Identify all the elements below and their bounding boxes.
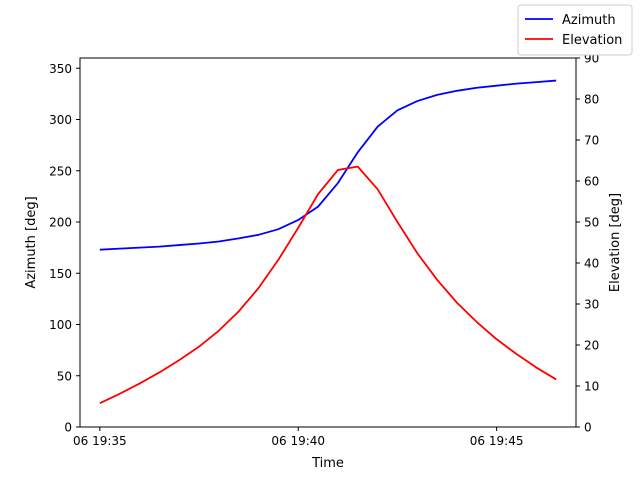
- y-right-tick-label: 0: [584, 421, 592, 435]
- legend-label-azimuth: Azimuth: [562, 13, 616, 28]
- legend: Azimuth Elevation: [517, 4, 633, 56]
- series-line-azimuth: [99, 79, 557, 251]
- x-tick-label: 06 19:35: [73, 434, 127, 448]
- y-left-tick-label: 0: [64, 421, 72, 435]
- y-axis-left: 0 50 100 150 200 250 300 350: [49, 62, 80, 435]
- y-left-tick-label: 50: [57, 369, 72, 383]
- plot-frame: [79, 57, 577, 428]
- y-right-tick-label: 70: [584, 134, 599, 148]
- y-left-tick-label: 250: [49, 164, 72, 178]
- x-tick-label: 06 19:40: [271, 434, 325, 448]
- legend-box: [517, 4, 633, 56]
- y-left-tick-label: 350: [49, 62, 72, 76]
- legend-label-elevation: Elevation: [562, 33, 622, 48]
- series-line-elevation: [99, 165, 557, 405]
- x-axis: 06 19:35 06 19:40 06 19:45: [73, 427, 523, 448]
- y-left-tick-label: 100: [49, 318, 72, 332]
- y-right-tick-label: 20: [584, 339, 599, 353]
- y-axis-right-label: Elevation [deg]: [608, 193, 623, 292]
- x-tick-label: 06 19:45: [470, 434, 524, 448]
- y-right-tick-label: 50: [584, 216, 599, 230]
- y-right-tick-label: 60: [584, 175, 599, 189]
- series-layer: [99, 79, 557, 405]
- y-right-tick-label: 40: [584, 257, 599, 271]
- y-left-tick-label: 150: [49, 267, 72, 281]
- x-axis-label: Time: [311, 456, 344, 471]
- y-right-tick-label: 10: [584, 380, 599, 394]
- y-right-tick-label: 30: [584, 298, 599, 312]
- y-axis-left-label: Azimuth [deg]: [24, 196, 39, 288]
- y-left-tick-label: 200: [49, 216, 72, 230]
- y-left-tick-label: 300: [49, 113, 72, 127]
- y-right-tick-label: 80: [584, 93, 599, 107]
